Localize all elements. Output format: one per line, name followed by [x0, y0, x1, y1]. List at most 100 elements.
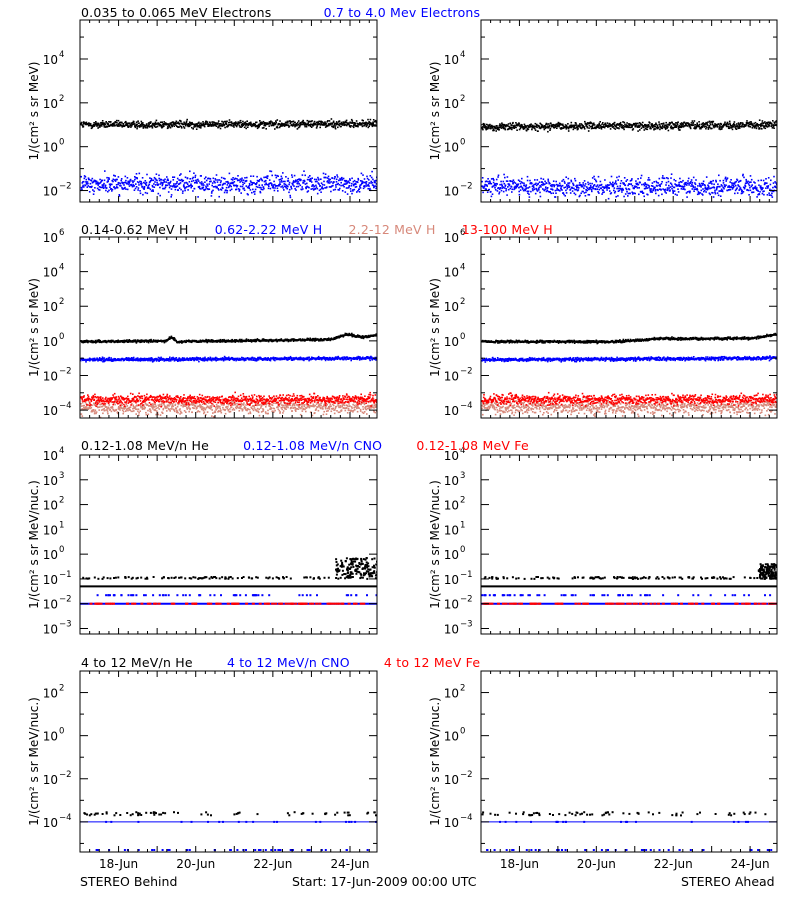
data-point: [578, 184, 580, 186]
data-point: [658, 121, 660, 123]
data-point: [289, 122, 292, 124]
data-point: [118, 125, 120, 127]
data-point: [746, 120, 748, 122]
data-point: [335, 184, 337, 186]
y-tick-label: 10: [43, 53, 58, 67]
data-point: [210, 195, 213, 197]
data-point: [332, 121, 335, 124]
data-point: [198, 187, 201, 190]
data-point: [767, 185, 770, 187]
data-point: [248, 187, 251, 189]
data-point: [191, 121, 193, 124]
data-point: [321, 183, 324, 186]
data-point: [648, 179, 651, 181]
data-point: [239, 126, 241, 128]
data-point: [258, 184, 261, 186]
data-point: [213, 180, 216, 183]
data-point: [619, 185, 621, 187]
data-point: [506, 180, 509, 182]
data-point: [541, 126, 543, 129]
data-point: [237, 175, 239, 177]
data-point: [350, 185, 353, 187]
data-point: [517, 179, 520, 181]
data-point: [111, 190, 113, 192]
data-point: [150, 359, 153, 361]
data-point: [303, 180, 306, 183]
data-point: [85, 178, 88, 181]
data-point: [117, 183, 119, 186]
data-point: [735, 180, 737, 183]
data-point: [536, 189, 538, 191]
data-point: [704, 184, 706, 187]
data-point: [353, 122, 356, 124]
data-point: [265, 179, 267, 182]
data-point: [360, 180, 362, 182]
data-point: [600, 183, 603, 186]
data-point: [123, 184, 125, 186]
data-point: [92, 189, 94, 191]
data-point: [655, 192, 657, 195]
data-point: [493, 185, 495, 187]
data-point: [240, 192, 242, 194]
data-point: [719, 124, 721, 127]
data-point: [580, 192, 582, 195]
data-point: [761, 124, 764, 126]
data-point: [314, 337, 317, 340]
data-point: [135, 123, 138, 126]
data-point: [516, 185, 519, 187]
data-point: [115, 184, 118, 186]
data-point: [654, 124, 656, 126]
data-point: [525, 129, 528, 132]
data-point: [112, 125, 114, 127]
data-point: [143, 124, 145, 126]
data-point: [174, 337, 176, 340]
data-point: [624, 123, 626, 126]
data-point: [337, 123, 340, 126]
data-point: [619, 123, 622, 125]
y-tick-label: 10: [43, 97, 58, 111]
data-point: [750, 185, 753, 188]
data-point: [372, 122, 374, 125]
data-point: [283, 183, 285, 185]
data-point: [121, 181, 123, 184]
data-point: [513, 186, 516, 189]
data-point: [87, 177, 90, 179]
data-point: [709, 193, 711, 196]
data-point: [589, 188, 591, 190]
data-point: [716, 186, 718, 188]
data-point: [150, 190, 153, 192]
data-point: [166, 184, 168, 187]
data-point: [193, 172, 195, 174]
data-point: [218, 189, 220, 191]
data-point: [576, 127, 579, 129]
data-point: [273, 189, 276, 192]
data-point: [339, 122, 341, 125]
data-point: [133, 121, 135, 123]
data-point: [243, 189, 246, 191]
data-point: [194, 182, 196, 184]
data-point: [748, 184, 751, 187]
data-point: [727, 186, 729, 188]
data-point: [488, 180, 491, 182]
data-point: [575, 126, 578, 129]
data-point: [692, 122, 695, 124]
data-point: [774, 121, 777, 123]
data-point: [730, 127, 733, 129]
data-point: [350, 125, 352, 127]
data-point: [134, 126, 137, 128]
data-point: [138, 172, 141, 175]
data-point: [263, 176, 265, 179]
data-point: [216, 339, 218, 342]
data-point: [549, 129, 551, 131]
data-point: [110, 357, 112, 359]
data-point: [556, 127, 558, 129]
data-point: [212, 125, 215, 127]
data-point: [151, 127, 154, 129]
data-point: [183, 127, 186, 129]
data-point: [572, 126, 574, 128]
data-point: [550, 184, 553, 186]
data-point: [240, 341, 242, 343]
data-point: [256, 182, 258, 184]
data-point: [179, 122, 181, 125]
